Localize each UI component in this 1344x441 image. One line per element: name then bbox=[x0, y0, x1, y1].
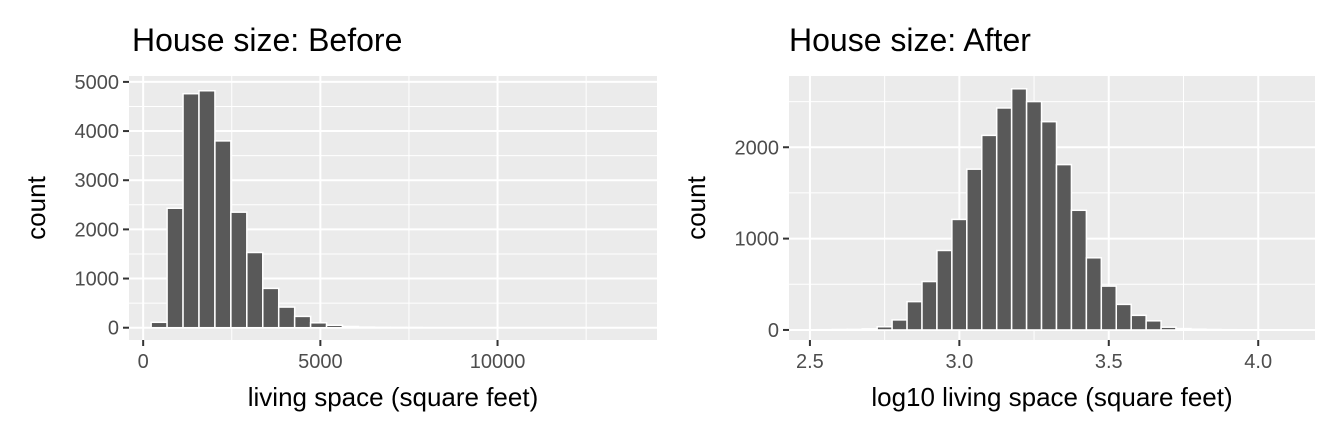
histogram-bar bbox=[1040, 120, 1058, 331]
histogram-bar bbox=[1010, 88, 1028, 331]
x-tick-label: 0 bbox=[138, 351, 149, 373]
histogram-before: 0 1000 2000 3000 4000 5000 0 5000 10000 living sp… bbox=[21, 72, 657, 412]
histogram-bar bbox=[198, 89, 216, 329]
histogram-bar bbox=[309, 322, 328, 329]
histogram-bar bbox=[995, 107, 1013, 331]
histogram-bar bbox=[1055, 163, 1073, 331]
y-axis-title: count bbox=[681, 175, 711, 239]
chart-panel-after: House size: After 0 1000 2000 2.5 3.0 3.5 4.0 l… bbox=[672, 0, 1344, 441]
x-tick-label: 5000 bbox=[298, 351, 343, 373]
y-tick-label: 2000 bbox=[735, 137, 780, 159]
y-tick-label: 2000 bbox=[75, 219, 120, 241]
histogram-bar bbox=[230, 211, 248, 329]
histogram-bar bbox=[214, 140, 232, 329]
y-tick-label: 0 bbox=[768, 320, 779, 342]
histogram-bar bbox=[906, 300, 923, 331]
histogram-bar bbox=[1160, 326, 1177, 331]
y-tick-label: 1000 bbox=[735, 229, 780, 251]
y-axis-title: count bbox=[21, 175, 51, 239]
x-axis-title: log10 living space (square feet) bbox=[871, 382, 1232, 412]
histogram-bar bbox=[150, 321, 168, 329]
histogram-bar bbox=[981, 134, 998, 331]
histogram-bar bbox=[1100, 285, 1118, 331]
histogram-bar bbox=[357, 326, 376, 329]
chart-panel-before: House size: Before 0 1000 2000 3000 4000 5000… bbox=[21, 22, 657, 412]
histogram-bar bbox=[891, 319, 908, 331]
chart-title: House size: After bbox=[789, 22, 1031, 58]
histogram-bar bbox=[861, 328, 878, 331]
histogram-bar bbox=[1025, 100, 1043, 331]
x-tick-label: 3.0 bbox=[945, 351, 973, 373]
histogram-bar bbox=[1190, 328, 1207, 331]
y-tick-label: 3000 bbox=[75, 170, 120, 192]
y-tick-label: 4000 bbox=[75, 121, 120, 143]
histogram-bar bbox=[921, 280, 938, 331]
histogram-bar bbox=[1175, 327, 1192, 331]
histogram-bar bbox=[182, 92, 200, 329]
chart-title: House size: Before bbox=[132, 22, 403, 58]
histogram-bar bbox=[846, 328, 863, 331]
histogram-bar bbox=[1130, 314, 1147, 331]
x-tick-label: 10000 bbox=[470, 351, 526, 373]
x-tick-label: 2.5 bbox=[796, 351, 824, 373]
histogram-bar bbox=[951, 218, 968, 331]
histogram-bar bbox=[262, 287, 280, 329]
histogram-bar bbox=[1070, 209, 1088, 331]
histogram-bar bbox=[966, 168, 983, 331]
y-tick-label: 0 bbox=[108, 318, 119, 340]
histogram-bar bbox=[936, 249, 953, 331]
histogram-bar bbox=[166, 207, 184, 329]
y-tick-label: 5000 bbox=[75, 72, 120, 94]
y-tick-label: 1000 bbox=[75, 269, 120, 291]
histogram-bar bbox=[1145, 320, 1162, 331]
histogram-bar bbox=[876, 326, 893, 331]
histogram-bar bbox=[246, 251, 264, 329]
histogram-bar bbox=[293, 315, 312, 329]
x-tick-label: 3.5 bbox=[1095, 351, 1123, 373]
histogram-bar bbox=[325, 324, 344, 329]
histogram-bar bbox=[1115, 303, 1132, 331]
histogram-bar bbox=[1085, 257, 1103, 331]
histogram-bar bbox=[341, 325, 360, 329]
x-axis-title: living space (square feet) bbox=[248, 382, 538, 412]
x-tick-label: 4.0 bbox=[1244, 351, 1272, 373]
histogram-bar bbox=[277, 306, 296, 329]
histogram-after: 0 1000 2000 2.5 3.0 3.5 4.0 log10 living space … bbox=[681, 76, 1315, 412]
